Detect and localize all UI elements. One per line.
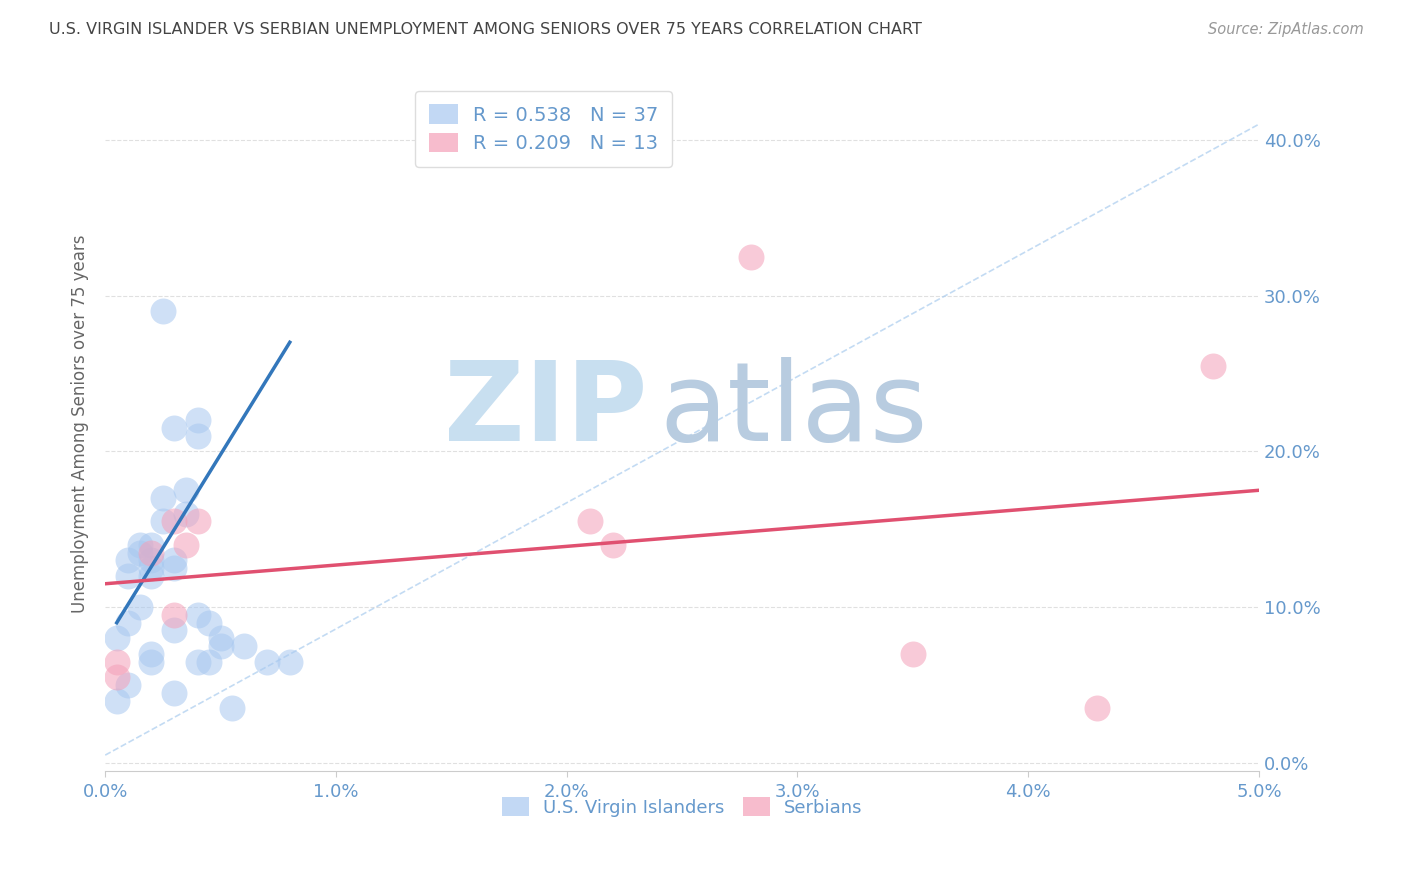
Point [186, 515, 208, 529]
Point [117, 615, 139, 630]
Point [186, 655, 208, 669]
Point [152, 491, 174, 505]
Point [152, 304, 174, 318]
Point [163, 553, 186, 567]
Point [117, 569, 139, 583]
Point [163, 686, 186, 700]
Point [163, 515, 186, 529]
Text: U.S. VIRGIN ISLANDER VS SERBIAN UNEMPLOYMENT AMONG SENIORS OVER 75 YEARS CORRELA: U.S. VIRGIN ISLANDER VS SERBIAN UNEMPLOY… [49, 22, 922, 37]
Point [105, 632, 128, 646]
Point [141, 553, 163, 567]
Point [128, 600, 150, 615]
Text: ZIP: ZIP [444, 357, 648, 464]
Point [1087, 701, 1109, 715]
Point [117, 678, 139, 692]
Point [105, 670, 128, 684]
Point [117, 553, 139, 567]
Point [602, 538, 624, 552]
Point [163, 421, 186, 435]
Point [128, 538, 150, 552]
Text: Source: ZipAtlas.com: Source: ZipAtlas.com [1208, 22, 1364, 37]
Point [901, 647, 924, 661]
Point [174, 507, 197, 521]
Point [174, 538, 197, 552]
Point [186, 429, 208, 443]
Point [232, 639, 254, 653]
Legend: U.S. Virgin Islanders, Serbians: U.S. Virgin Islanders, Serbians [495, 790, 870, 824]
Point [141, 647, 163, 661]
Point [198, 655, 221, 669]
Point [186, 413, 208, 427]
Point [141, 545, 163, 559]
Point [278, 655, 301, 669]
Point [256, 655, 278, 669]
Point [578, 515, 600, 529]
Point [141, 655, 163, 669]
Point [163, 624, 186, 638]
Point [163, 561, 186, 575]
Point [141, 538, 163, 552]
Point [141, 561, 163, 575]
Point [163, 607, 186, 622]
Point [105, 655, 128, 669]
Point [128, 545, 150, 559]
Point [105, 693, 128, 707]
Point [209, 632, 232, 646]
Point [186, 607, 208, 622]
Point [1202, 359, 1225, 373]
Point [152, 515, 174, 529]
Point [141, 569, 163, 583]
Point [209, 639, 232, 653]
Point [740, 250, 762, 264]
Point [198, 615, 221, 630]
Point [174, 483, 197, 498]
Y-axis label: Unemployment Among Seniors over 75 years: Unemployment Among Seniors over 75 years [72, 235, 89, 614]
Text: atlas: atlas [659, 357, 928, 464]
Point [221, 701, 243, 715]
